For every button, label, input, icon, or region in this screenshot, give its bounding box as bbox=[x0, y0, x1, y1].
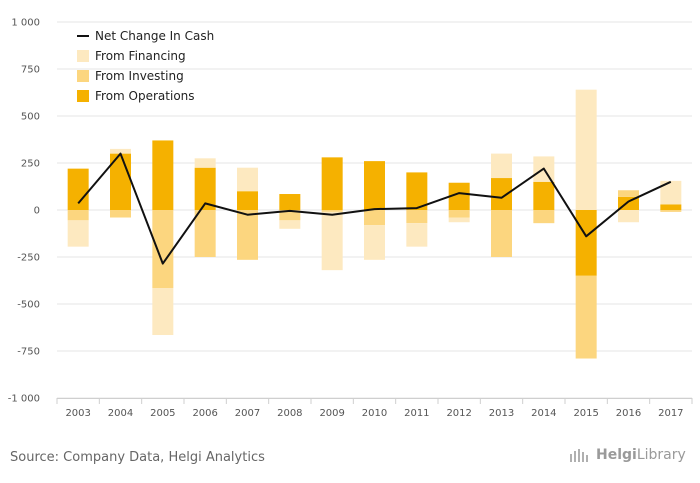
bar-from-investing-2011[interactable] bbox=[406, 210, 428, 224]
logo-suffix: Library bbox=[636, 447, 686, 463]
bar-from-financing-2009[interactable] bbox=[321, 211, 343, 271]
bar-from-financing-2006[interactable] bbox=[194, 158, 216, 168]
bar-from-investing-2010[interactable] bbox=[364, 210, 385, 226]
net-change-line[interactable] bbox=[77, 152, 672, 265]
x-tick-label: 2003 bbox=[65, 408, 90, 419]
bar-from-financing-2017[interactable] bbox=[660, 180, 682, 205]
x-tick-label: 2006 bbox=[192, 408, 217, 419]
bar-from-investing-2012[interactable] bbox=[448, 210, 470, 218]
bar-from-financing-2016[interactable] bbox=[618, 210, 639, 223]
y-tick-label: -750 bbox=[17, 347, 40, 358]
x-tick-label: 2011 bbox=[404, 408, 429, 419]
legend-label[interactable]: From Operations bbox=[95, 89, 195, 103]
bar-from-investing-2006[interactable] bbox=[194, 210, 216, 257]
x-tick-label: 2007 bbox=[235, 408, 260, 419]
y-tick-label: 750 bbox=[21, 65, 40, 76]
legend-swatch bbox=[77, 70, 89, 82]
bar-from-investing-2015[interactable] bbox=[575, 275, 597, 359]
bar-from-investing-2007[interactable] bbox=[237, 210, 258, 260]
bars bbox=[67, 89, 682, 359]
bar-from-investing-2008[interactable] bbox=[279, 210, 301, 221]
bar-from-financing-2015[interactable] bbox=[575, 89, 597, 210]
bar-from-financing-2004[interactable] bbox=[110, 148, 131, 154]
y-tick-label: 1 000 bbox=[11, 18, 40, 29]
bar-from-financing-2005[interactable] bbox=[152, 288, 174, 336]
legend: Net Change In Cash From Financing From Inv… bbox=[77, 29, 214, 103]
x-axis: 2003 2004 2005 2006 2007 2008 2009 2010 2011 2012… bbox=[56, 398, 693, 419]
y-tick-label: 250 bbox=[21, 159, 40, 170]
logo-brand: Helgi bbox=[596, 447, 637, 463]
library-logo-icon bbox=[570, 449, 588, 462]
bar-from-operations-2011[interactable] bbox=[406, 172, 428, 210]
y-tick-label: 0 bbox=[34, 206, 40, 217]
bar-from-operations-2009[interactable] bbox=[321, 157, 343, 210]
bar-from-investing-2013[interactable] bbox=[491, 210, 512, 257]
bar-from-investing-2004[interactable] bbox=[110, 210, 131, 218]
bar-from-financing-2011[interactable] bbox=[406, 223, 428, 247]
bar-from-operations-2014[interactable] bbox=[533, 181, 555, 210]
x-tick-label: 2015 bbox=[573, 408, 598, 419]
bar-from-financing-2013[interactable] bbox=[491, 153, 512, 179]
net-change-line-group bbox=[77, 152, 672, 265]
bar-from-investing-2014[interactable] bbox=[533, 210, 555, 224]
bar-from-operations-2015[interactable] bbox=[575, 210, 597, 276]
x-tick-label: 2005 bbox=[150, 408, 175, 419]
y-tick-label: -1 000 bbox=[8, 394, 40, 405]
x-tick-label: 2012 bbox=[446, 408, 471, 419]
bar-from-investing-2009[interactable] bbox=[321, 210, 343, 212]
bar-from-financing-2010[interactable] bbox=[364, 225, 385, 260]
bar-from-operations-2003[interactable] bbox=[67, 168, 89, 210]
helgi-library-logo[interactable]: Helgi Library bbox=[568, 447, 686, 463]
bar-from-operations-2010[interactable] bbox=[364, 161, 385, 210]
x-tick-label: 2013 bbox=[489, 408, 514, 419]
legend-swatch bbox=[77, 90, 89, 102]
legend-label[interactable]: From Investing bbox=[95, 69, 184, 83]
bar-from-operations-2005[interactable] bbox=[152, 140, 174, 210]
bar-from-operations-2017[interactable] bbox=[660, 204, 682, 210]
x-tick-label: 2014 bbox=[531, 408, 556, 419]
legend-swatch bbox=[77, 50, 89, 62]
y-tick-label: -500 bbox=[17, 300, 40, 311]
y-tick-label: 500 bbox=[21, 112, 40, 123]
bar-from-financing-2007[interactable] bbox=[237, 167, 258, 192]
bar-from-operations-2008[interactable] bbox=[279, 194, 301, 210]
bar-from-investing-2017[interactable] bbox=[660, 210, 682, 212]
y-axis: -1 000 -750 -500 -250 0 250 500 750 1 000 bbox=[8, 18, 40, 405]
x-tick-label: 2017 bbox=[658, 408, 683, 419]
bar-from-operations-2012[interactable] bbox=[448, 182, 470, 210]
bar-from-operations-2006[interactable] bbox=[194, 167, 216, 210]
bar-from-investing-2016[interactable] bbox=[618, 190, 639, 197]
y-tick-label: -250 bbox=[17, 253, 40, 264]
x-tick-label: 2008 bbox=[277, 408, 302, 419]
bar-from-financing-2003[interactable] bbox=[67, 220, 89, 247]
x-tick-label: 2009 bbox=[319, 408, 344, 419]
legend-label[interactable]: Net Change In Cash bbox=[95, 29, 214, 43]
bar-from-investing-2003[interactable] bbox=[67, 210, 89, 221]
bar-from-operations-2007[interactable] bbox=[237, 191, 258, 210]
bar-from-financing-2012[interactable] bbox=[448, 217, 470, 223]
x-tick-label: 2016 bbox=[616, 408, 641, 419]
bar-from-operations-2013[interactable] bbox=[491, 178, 512, 210]
x-tick-label: 2010 bbox=[362, 408, 387, 419]
source-note: Source: Company Data, Helgi Analytics bbox=[10, 450, 265, 465]
bar-from-financing-2008[interactable] bbox=[279, 220, 301, 229]
x-tick-label: 2004 bbox=[108, 408, 133, 419]
legend-label[interactable]: From Financing bbox=[95, 49, 186, 63]
bar-from-investing-2005[interactable] bbox=[152, 210, 174, 289]
